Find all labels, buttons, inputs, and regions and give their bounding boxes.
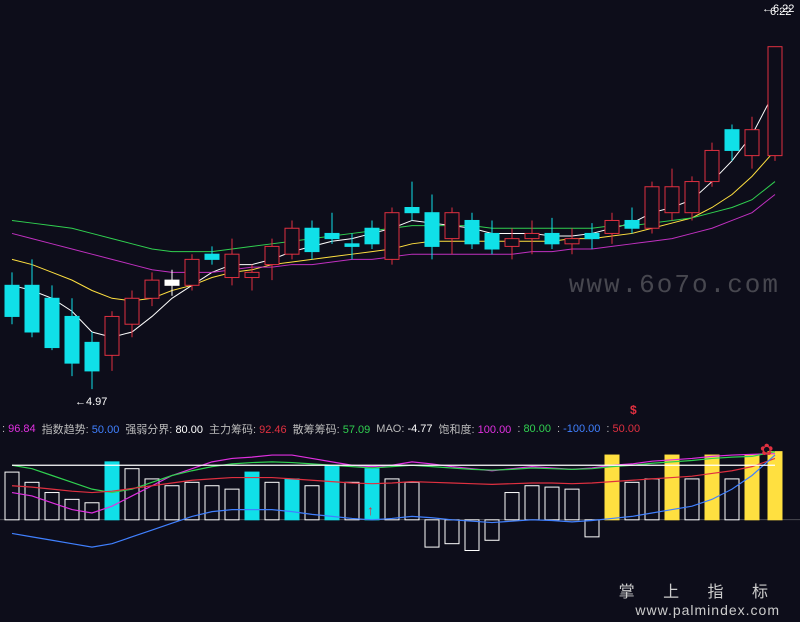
price-label: ←4.97 [75,396,107,408]
oscillator-bar[interactable] [265,482,279,520]
candle[interactable] [365,220,379,249]
oscillator-bar[interactable] [125,469,139,520]
oscillator-bar[interactable] [165,486,179,520]
candlestick-chart[interactable]: 6.22←4.97←6.22$ [0,0,800,415]
candle[interactable] [165,270,179,296]
indicator-item: : 50.00 [606,423,640,435]
oscillator-bar[interactable] [685,479,699,520]
oscillator-bar[interactable] [385,479,399,520]
oscillator-bar[interactable] [725,479,739,520]
candle[interactable] [105,311,119,371]
chart-container: 6.22←4.97←6.22$ www.6o7o.com : 96.84指数趋势… [0,0,800,622]
indicator-item: MAO: -4.77 [376,423,432,435]
oscillator-bar[interactable] [545,487,559,520]
dollar-marker-icon: $ [630,403,637,415]
candle[interactable] [645,182,659,234]
candle[interactable] [465,213,479,249]
oscillator-bar[interactable] [205,486,219,520]
candle[interactable] [725,125,739,161]
oscillator-bar[interactable] [185,482,199,520]
oscillator-bar[interactable] [325,465,339,520]
oscillator-bar[interactable] [5,472,19,520]
candle[interactable] [425,195,439,260]
oscillator-bar[interactable] [225,489,239,520]
candle[interactable] [125,291,139,338]
footer: 掌 上 指 标 www.palmindex.com [619,578,780,618]
indicator-item: 指数趋势: 50.00 [42,421,120,437]
oscillator-bar[interactable] [285,479,299,520]
footer-url: www.palmindex.com [619,602,780,618]
candle[interactable] [405,182,419,221]
candle[interactable] [768,47,782,161]
oscillator-bar[interactable] [45,493,59,520]
oscillator-bar[interactable] [625,482,639,520]
oscillator-bar[interactable] [585,520,599,537]
candle[interactable] [505,228,519,259]
oscillator-bar[interactable] [445,520,459,544]
oscillator-bar[interactable] [425,520,439,547]
oscillator-bar[interactable] [465,520,479,551]
candle[interactable] [605,213,619,244]
arrow-up-icon: ↑ [367,502,374,518]
indicator-values-bar: : 96.84 指数趋势: 50.00 强弱分界: 80.00 主力筹码: 92.46… [0,420,800,438]
candle[interactable] [545,218,559,249]
oscillator-bar[interactable] [405,482,419,520]
indicator-item: : -100.00 [557,423,600,435]
candle[interactable] [305,220,319,259]
oscillator-bar[interactable] [768,452,782,520]
candle[interactable] [585,223,599,249]
candle[interactable] [385,208,399,265]
candle[interactable] [705,143,719,187]
candle[interactable] [145,272,159,306]
indicator-item: : 96.84 [2,423,36,435]
candle[interactable] [565,228,579,254]
oscillator-chart[interactable]: ↑✿ [0,438,800,588]
candle[interactable] [325,213,339,244]
candle[interactable] [45,285,59,350]
candle[interactable] [685,176,699,220]
indicator-item: 散筹筹码: 57.09 [293,421,371,437]
candle[interactable] [85,332,99,389]
indicator-item: 强弱分界: 80.00 [125,421,203,437]
oscillator-bar[interactable] [345,482,359,520]
flower-marker-icon: ✿ [760,442,773,459]
candle[interactable] [285,220,299,259]
candle[interactable] [25,259,39,337]
candle[interactable] [485,220,499,254]
svg-text:←6.22: ←6.22 [762,3,794,15]
indicator-item: 主力筹码: 92.46 [209,421,287,437]
candle[interactable] [665,169,679,221]
candle[interactable] [445,208,459,255]
candle[interactable] [5,272,19,324]
oscillator-bar[interactable] [245,472,259,520]
footer-title: 掌 上 指 标 [619,578,780,602]
indicator-item: : 80.00 [517,423,551,435]
candle[interactable] [65,298,79,376]
indicator-item: 饱和度: 100.00 [439,421,512,437]
oscillator-bar[interactable] [565,489,579,520]
oscillator-bar[interactable] [505,493,519,520]
candle[interactable] [225,239,239,286]
candle[interactable] [205,246,219,264]
candle[interactable] [185,254,199,290]
watermark: www.6o7o.com [569,270,780,300]
oscillator-line [12,458,775,492]
oscillator-line [12,452,775,493]
oscillator-bar[interactable] [525,486,539,520]
candle[interactable] [525,220,539,254]
candle[interactable] [625,208,639,234]
